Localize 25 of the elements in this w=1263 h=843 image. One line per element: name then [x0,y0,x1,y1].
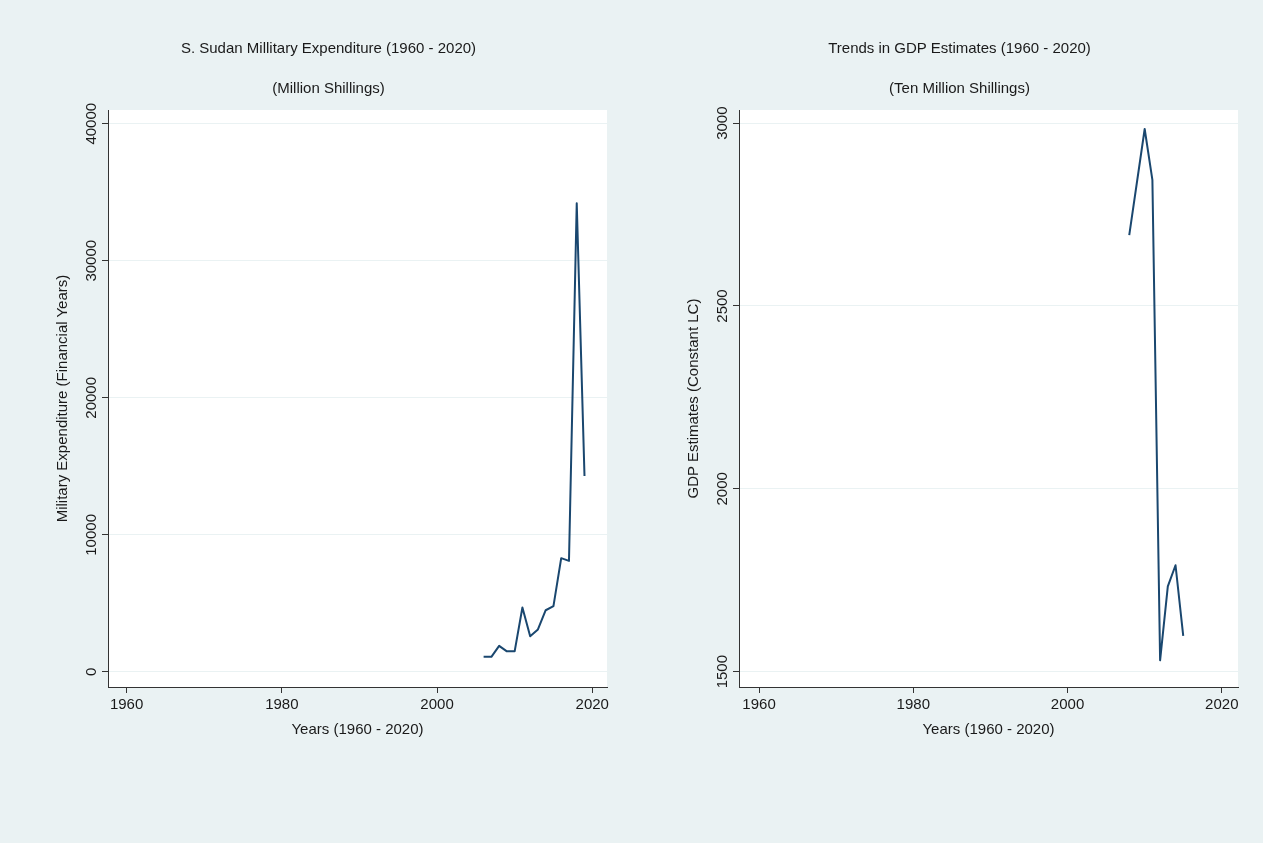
y-tick-label: 0 [81,667,99,677]
x-tick-label: 1960 [742,695,776,713]
x-tick-label: 2020 [575,695,609,713]
x-tick-label: 1980 [896,695,930,713]
chart-subtitle: (Million Shillings) [272,79,385,97]
y-tick-label: 40000 [81,102,99,145]
y-tick-label: 10000 [81,514,99,556]
chart-title: S. Sudan Millitary Expenditure (1960 - 2020) [180,39,477,57]
x-axis-title: Years (1960 - 2020) [291,720,424,738]
y-tick-label: 3000 [712,106,730,140]
y-tick-label: 2000 [712,472,730,506]
x-tick-label: 2000 [420,695,454,713]
chart-subtitle: (Ten Million Shillings) [889,79,1030,97]
x-tick-label: 1960 [109,695,144,713]
x-axis-title: Years (1960 - 2020) [922,720,1055,738]
y-axis-title: GDP Estimates (Constant LC) [684,298,702,499]
x-tick-label: 1980 [265,695,299,713]
y-tick-label: 20000 [81,376,99,419]
x-tick-label: 2000 [1050,695,1085,713]
y-tick-label: 2500 [712,289,730,323]
x-tick-label: 2020 [1205,695,1239,713]
chart-title: Trends in GDP Estimates (1960 - 2020) [828,39,1091,57]
y-tick-label: 30000 [81,239,99,282]
y-tick-label: 1500 [712,654,730,689]
y-axis-title: Military Expenditure (Financial Years) [53,274,71,523]
